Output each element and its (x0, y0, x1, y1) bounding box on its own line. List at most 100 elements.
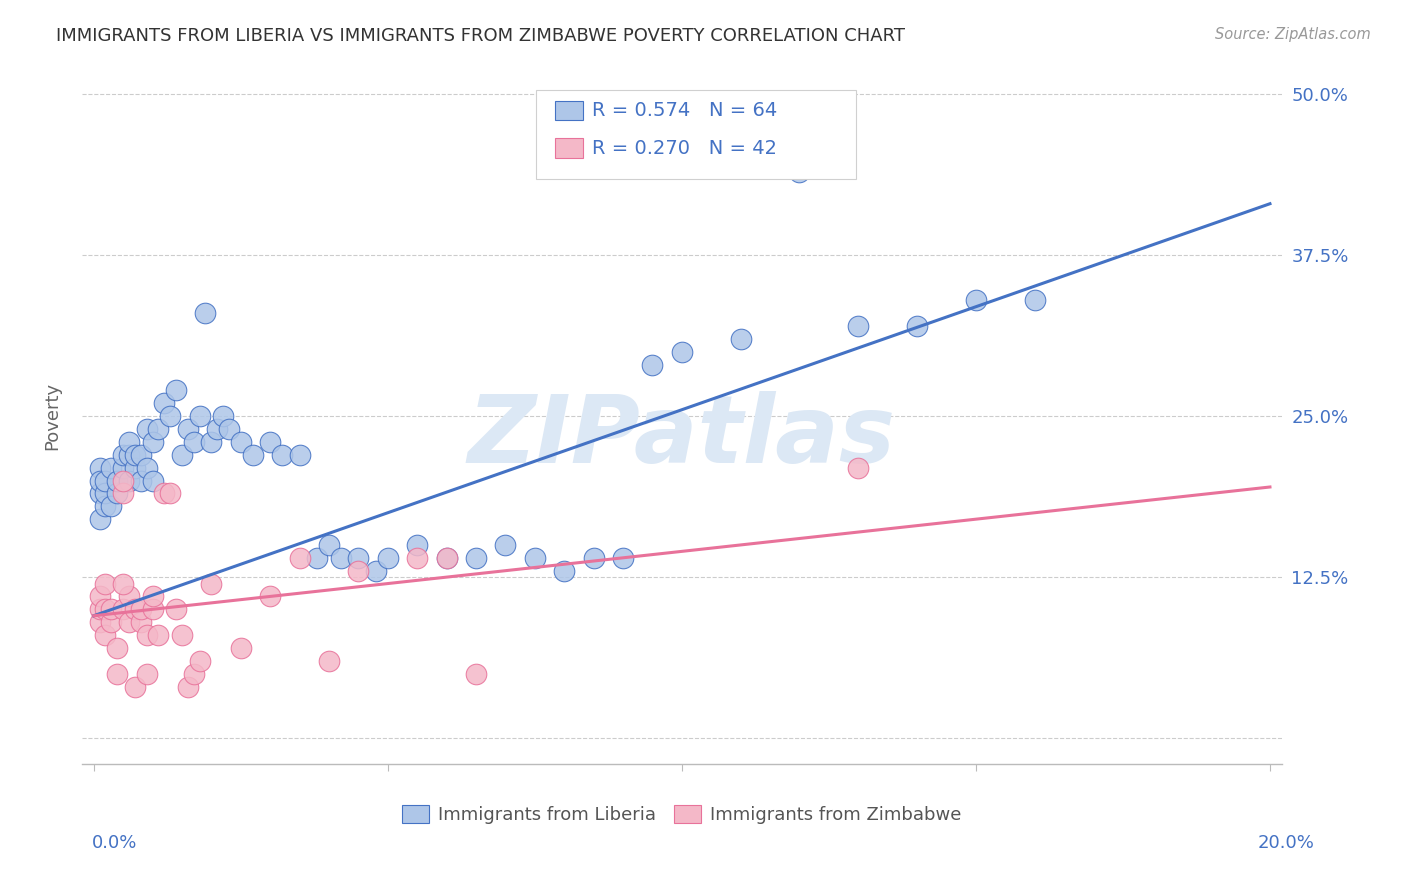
Point (259, 434, 281, 449)
Point (205, 422, 228, 436)
Point (118, 615, 141, 630)
Point (124, 448, 146, 462)
Point (129, 602, 152, 616)
Point (89, 590, 111, 604)
Point (89, 512, 111, 526)
Point (141, 434, 163, 449)
Point (89, 486, 111, 500)
Point (288, 448, 311, 462)
Point (165, 602, 187, 616)
Point (612, 550, 634, 565)
Point (89, 615, 111, 630)
Point (118, 448, 141, 462)
Point (159, 409, 181, 424)
Point (94, 474, 117, 488)
Point (965, 293, 987, 308)
Point (105, 486, 128, 500)
Point (229, 434, 252, 449)
Point (105, 474, 128, 488)
Point (148, 422, 170, 436)
Point (118, 474, 141, 488)
Point (112, 474, 135, 488)
Point (124, 460, 146, 475)
Point (259, 590, 281, 604)
Point (112, 576, 135, 591)
Point (165, 384, 187, 398)
Text: IMMIGRANTS FROM LIBERIA VS IMMIGRANTS FROM ZIMBABWE POVERTY CORRELATION CHART: IMMIGRANTS FROM LIBERIA VS IMMIGRANTS FR… (56, 27, 905, 45)
Point (100, 602, 122, 616)
Point (329, 550, 352, 565)
Point (730, 332, 752, 346)
Point (118, 434, 141, 449)
Text: 20.0%: 20.0% (1258, 834, 1315, 852)
Text: 0.0%: 0.0% (91, 834, 136, 852)
Text: Source: ZipAtlas.com: Source: ZipAtlas.com (1215, 27, 1371, 42)
Point (124, 602, 146, 616)
Point (94, 602, 117, 616)
Legend: Immigrants from Liberia, Immigrants from Zimbabwe: Immigrants from Liberia, Immigrants from… (402, 805, 962, 824)
Point (105, 666, 128, 681)
Point (846, 319, 869, 334)
Point (671, 344, 693, 359)
Point (553, 564, 575, 578)
Point (94, 576, 117, 591)
Point (183, 434, 205, 449)
Point (135, 460, 157, 475)
Point (129, 448, 152, 462)
Point (494, 538, 516, 552)
Text: R = 0.574   N = 64: R = 0.574 N = 64 (592, 101, 778, 120)
Point (135, 628, 157, 642)
Point (218, 422, 240, 436)
Point (318, 538, 340, 552)
Point (194, 306, 217, 320)
Point (641, 358, 664, 372)
Point (177, 422, 200, 436)
Point (188, 409, 211, 424)
Point (212, 409, 235, 424)
Point (582, 550, 605, 565)
Point (105, 640, 128, 655)
Point (523, 550, 546, 565)
Point (288, 550, 311, 565)
Point (129, 615, 152, 630)
Point (200, 576, 222, 591)
Text: R = 0.270   N = 42: R = 0.270 N = 42 (592, 138, 778, 158)
Point (89, 602, 111, 616)
Point (271, 448, 294, 462)
Point (89, 460, 111, 475)
Point (200, 434, 222, 449)
Point (141, 602, 163, 616)
Point (846, 460, 869, 475)
Point (364, 564, 387, 578)
Point (112, 460, 135, 475)
Point (124, 680, 146, 694)
Point (112, 602, 135, 616)
Point (94, 628, 117, 642)
Point (112, 448, 135, 462)
Point (118, 590, 141, 604)
Point (89, 474, 111, 488)
Point (242, 448, 264, 462)
Point (789, 164, 811, 178)
Point (347, 550, 370, 565)
Point (153, 396, 176, 410)
Point (94, 500, 117, 514)
Point (170, 628, 193, 642)
Point (307, 550, 329, 565)
Point (100, 460, 122, 475)
Point (436, 550, 458, 565)
Point (406, 550, 429, 565)
Point (406, 538, 429, 552)
Point (465, 666, 488, 681)
Point (135, 666, 157, 681)
Y-axis label: Poverty: Poverty (44, 382, 60, 450)
Text: ZIPatlas: ZIPatlas (468, 391, 896, 483)
Point (318, 654, 340, 668)
Point (141, 474, 163, 488)
Point (129, 474, 152, 488)
Point (188, 654, 211, 668)
Point (347, 564, 370, 578)
Point (905, 319, 928, 334)
Point (183, 666, 205, 681)
Point (135, 422, 157, 436)
